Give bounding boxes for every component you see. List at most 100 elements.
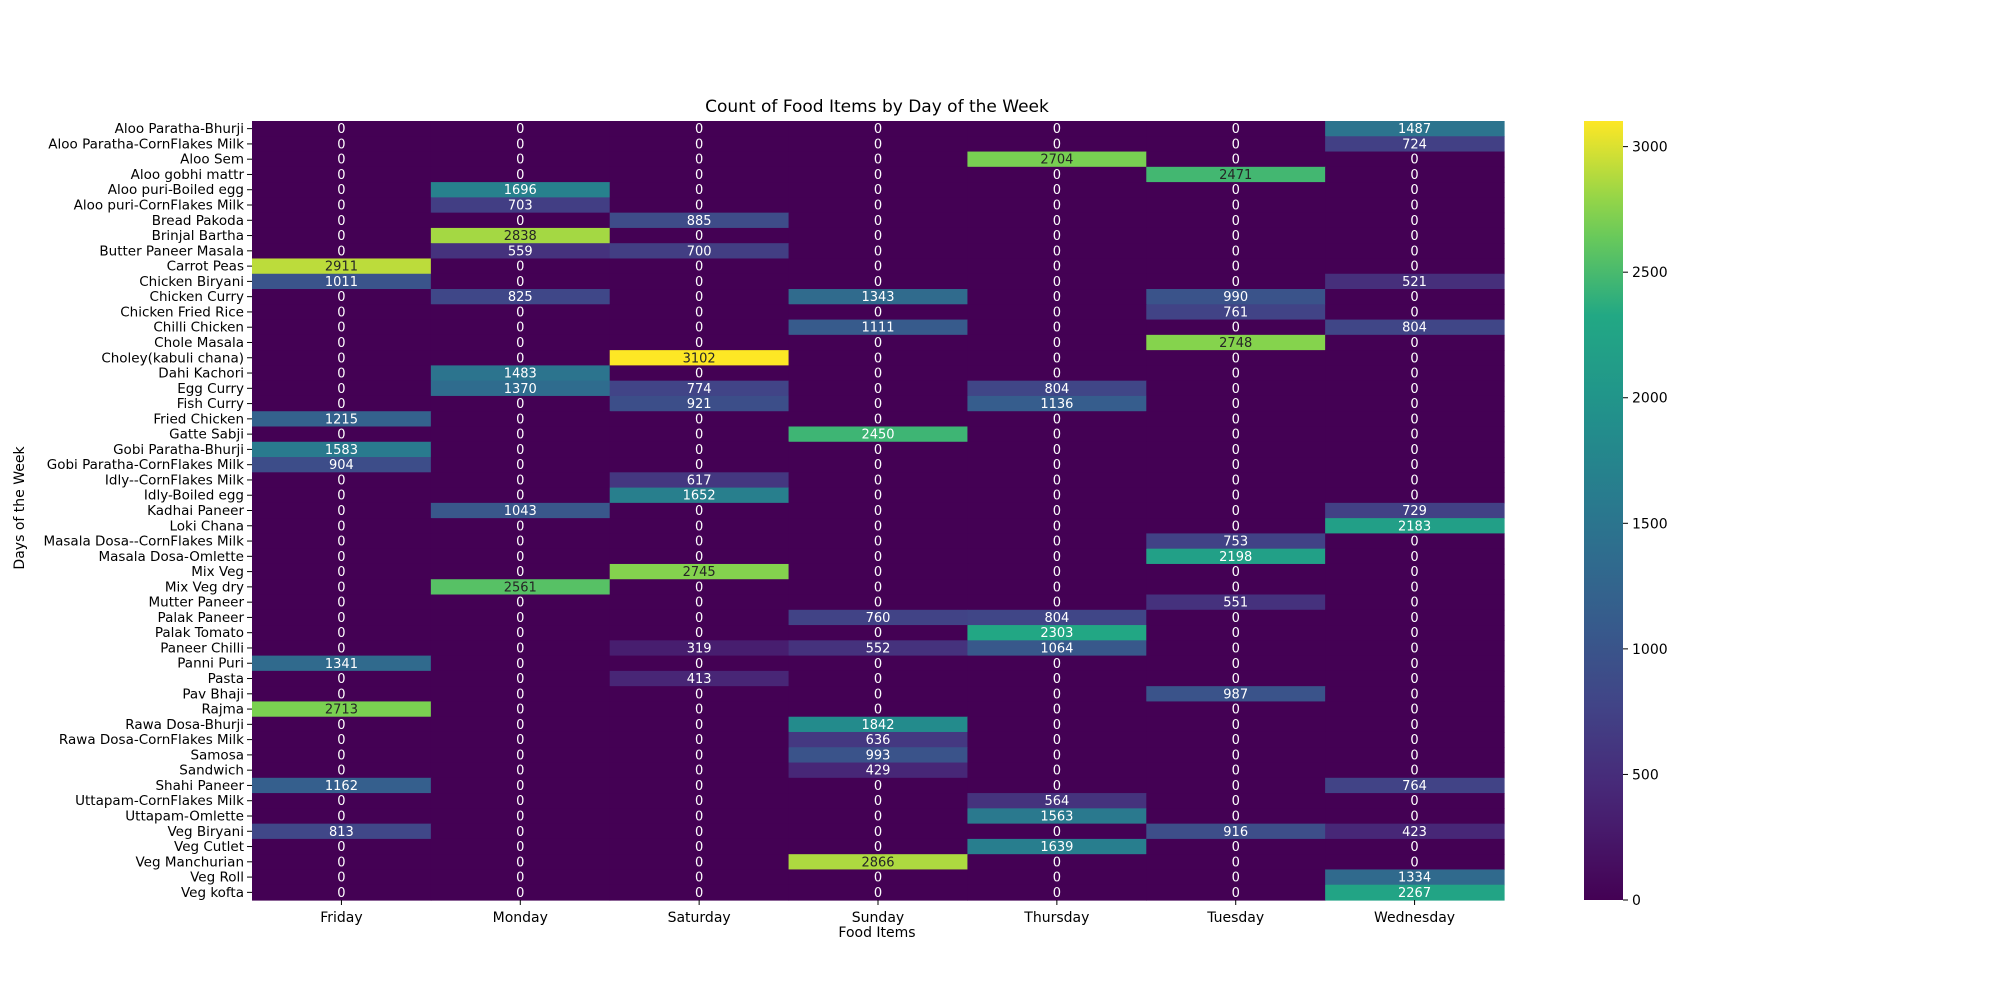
cell-value-label: 0 bbox=[1232, 809, 1240, 824]
cell-value-label: 1043 bbox=[504, 504, 537, 519]
cell-value-label: 0 bbox=[1053, 321, 1061, 336]
heatmap-cell bbox=[967, 166, 1147, 183]
heatmap-cell bbox=[430, 197, 611, 214]
heatmap-cell bbox=[609, 518, 790, 535]
cell-value-label: 0 bbox=[1053, 443, 1061, 458]
cell-value-label: 0 bbox=[1232, 321, 1240, 336]
cell-value-label: 0 bbox=[695, 596, 703, 611]
y-tick-label: Gatte Sabji bbox=[169, 427, 244, 443]
cell-value-label: 0 bbox=[516, 214, 524, 229]
heatmap-cell bbox=[967, 655, 1147, 672]
cell-value-label: 0 bbox=[1232, 443, 1240, 458]
heatmap-cell bbox=[967, 319, 1147, 336]
x-tick-label: Sunday bbox=[852, 910, 904, 926]
heatmap-cell bbox=[1325, 227, 1505, 244]
cell-value-label: 0 bbox=[1410, 183, 1418, 198]
cell-value-label: 1696 bbox=[504, 183, 537, 198]
heatmap-cell bbox=[430, 441, 611, 458]
heatmap-cell bbox=[252, 258, 432, 275]
cell-value-label: 0 bbox=[1410, 458, 1418, 473]
cell-value-label: 0 bbox=[1232, 260, 1240, 275]
heatmap-cell bbox=[788, 380, 969, 397]
heatmap-cell bbox=[609, 243, 790, 260]
cell-value-label: 0 bbox=[1410, 687, 1418, 702]
cell-value-label: 0 bbox=[1410, 397, 1418, 412]
heatmap-cell bbox=[252, 502, 432, 519]
cell-value-label: 0 bbox=[1232, 657, 1240, 672]
heatmap-cell bbox=[609, 441, 790, 458]
heatmap-cell bbox=[788, 182, 969, 198]
cell-value-label: 0 bbox=[337, 565, 345, 580]
heatmap-cell bbox=[967, 686, 1147, 703]
heatmap-cell bbox=[609, 838, 790, 855]
cell-value-label: 0 bbox=[1410, 412, 1418, 427]
heatmap-cell bbox=[252, 518, 432, 535]
cell-value-label: 2198 bbox=[1219, 550, 1252, 565]
cell-value-label: 0 bbox=[874, 886, 882, 901]
cell-value-label: 0 bbox=[695, 626, 703, 641]
cell-value-label: 0 bbox=[695, 275, 703, 290]
heatmap-cell bbox=[430, 686, 611, 703]
heatmap-cell bbox=[1325, 747, 1505, 764]
heatmap-cell bbox=[1325, 151, 1505, 168]
cell-value-label: 0 bbox=[1232, 428, 1240, 443]
heatmap-cell bbox=[430, 411, 611, 428]
heatmap-cell bbox=[252, 487, 432, 504]
cell-value-label: 1215 bbox=[325, 412, 358, 427]
heatmap-cell bbox=[967, 121, 1147, 137]
heatmap-cell bbox=[788, 793, 969, 809]
cell-value-label: 0 bbox=[1410, 290, 1418, 305]
cell-value-label: 0 bbox=[1232, 183, 1240, 198]
cell-value-label: 0 bbox=[1410, 535, 1418, 550]
heatmap-cell bbox=[967, 563, 1147, 580]
cell-value-label: 0 bbox=[516, 305, 524, 320]
y-tick-label: Veg kofta bbox=[181, 885, 244, 901]
cell-value-label: 0 bbox=[337, 764, 345, 779]
heatmap-cell bbox=[1146, 716, 1326, 733]
colorbar-tick-label: 2000 bbox=[1632, 391, 1668, 407]
heatmap-cell bbox=[430, 884, 611, 901]
x-tick-label: Tuesday bbox=[1206, 910, 1264, 926]
cell-value-label: 2450 bbox=[861, 428, 894, 443]
heatmap-cell bbox=[1146, 365, 1326, 382]
heatmap-cell bbox=[1146, 472, 1326, 489]
heatmap-cell bbox=[609, 212, 790, 229]
heatmap-cell bbox=[1325, 487, 1505, 504]
cell-value-label: 0 bbox=[516, 351, 524, 366]
heatmap-cell bbox=[430, 334, 611, 351]
heatmap-cell bbox=[609, 854, 790, 871]
cell-value-label: 0 bbox=[695, 703, 703, 718]
cell-value-label: 0 bbox=[1232, 641, 1240, 656]
cell-value-label: 0 bbox=[337, 428, 345, 443]
heatmap-cell bbox=[967, 518, 1147, 535]
y-tick-label: Mix Veg dry bbox=[165, 579, 244, 595]
heatmap-cell bbox=[788, 731, 969, 748]
cell-value-label: 1162 bbox=[325, 779, 358, 794]
cell-value-label: 1064 bbox=[1040, 641, 1073, 656]
cell-value-label: 0 bbox=[516, 321, 524, 336]
cell-value-label: 0 bbox=[1232, 244, 1240, 259]
cell-value-label: 0 bbox=[695, 260, 703, 275]
cell-value-label: 636 bbox=[866, 733, 891, 748]
cell-value-label: 0 bbox=[516, 122, 524, 137]
cell-value-label: 0 bbox=[1053, 305, 1061, 320]
cell-value-label: 0 bbox=[516, 550, 524, 565]
cell-value-label: 0 bbox=[695, 871, 703, 886]
heatmap-cell bbox=[788, 808, 969, 825]
cell-value-label: 0 bbox=[516, 137, 524, 152]
y-tick-label: Egg Curry bbox=[177, 381, 244, 397]
cell-value-label: 0 bbox=[695, 321, 703, 336]
cell-value-label: 904 bbox=[329, 458, 354, 473]
heatmap-cell bbox=[1146, 457, 1326, 473]
heatmap-cell bbox=[430, 273, 611, 290]
heatmap-cell bbox=[1146, 319, 1326, 336]
cell-value-label: 0 bbox=[337, 336, 345, 351]
heatmap-cell bbox=[1325, 441, 1505, 458]
heatmap-cell bbox=[788, 670, 969, 687]
y-tick-label: Paneer Chilli bbox=[160, 640, 244, 656]
heatmap-cell bbox=[430, 609, 611, 626]
cell-value-label: 0 bbox=[516, 397, 524, 412]
cell-value-label: 0 bbox=[516, 687, 524, 702]
cell-value-label: 0 bbox=[337, 321, 345, 336]
heatmap-cell bbox=[1146, 243, 1326, 260]
